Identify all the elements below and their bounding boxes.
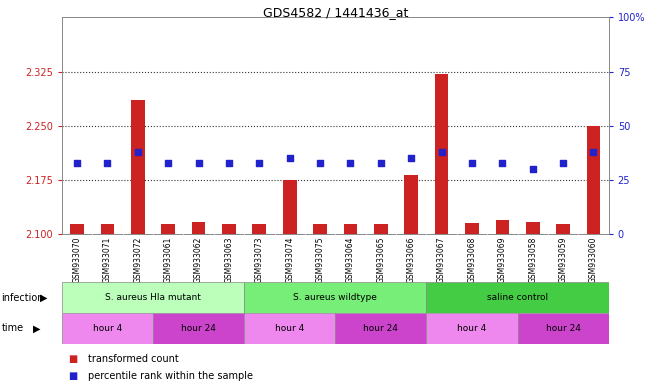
Text: time: time [1,323,23,333]
Text: ■: ■ [68,371,77,381]
Bar [283,180,297,234]
Bar [70,224,84,234]
Point [467,160,477,166]
Point [315,160,326,166]
Text: transformed count: transformed count [88,354,178,364]
Text: GSM933063: GSM933063 [225,237,234,283]
Bar [495,220,509,234]
Text: GSM933059: GSM933059 [559,237,568,283]
Point [102,160,113,166]
Text: GSM933062: GSM933062 [194,237,203,283]
Text: GSM933073: GSM933073 [255,237,264,283]
Point [224,160,234,166]
Bar [131,101,145,234]
Text: S. aureus Hla mutant: S. aureus Hla mutant [105,293,201,302]
Point [376,160,386,166]
Bar [62,282,244,313]
Bar [153,313,244,344]
Bar [222,224,236,234]
Text: ▶: ▶ [33,323,40,333]
Text: GSM933066: GSM933066 [407,237,416,283]
Text: ■: ■ [68,354,77,364]
Bar [518,313,609,344]
Text: GSM933069: GSM933069 [498,237,507,283]
Text: GSM933065: GSM933065 [376,237,385,283]
Bar [587,126,600,234]
Bar [404,175,418,234]
Bar [426,313,518,344]
Point [72,160,82,166]
Point [406,155,417,161]
Text: S. aureus wildtype: S. aureus wildtype [294,293,377,302]
Text: GSM933058: GSM933058 [528,237,537,283]
Text: hour 24: hour 24 [546,324,581,333]
Bar [426,282,609,313]
Bar [335,313,426,344]
Point [193,160,204,166]
Point [163,160,173,166]
Bar [374,224,388,234]
Point [284,155,295,161]
Text: GSM933068: GSM933068 [467,237,477,283]
Bar [100,224,115,234]
Point [497,160,508,166]
Text: GSM933061: GSM933061 [163,237,173,283]
Text: GDS4582 / 1441436_at: GDS4582 / 1441436_at [262,6,408,19]
Bar [435,74,449,234]
Bar [344,224,357,234]
Text: GSM933072: GSM933072 [133,237,143,283]
Bar [253,224,266,234]
Bar [244,313,335,344]
Text: ▶: ▶ [40,293,48,303]
Point [254,160,264,166]
Text: GSM933070: GSM933070 [72,237,81,283]
Text: percentile rank within the sample: percentile rank within the sample [88,371,253,381]
Bar [465,223,478,234]
Bar [556,224,570,234]
Point [133,149,143,155]
Text: hour 4: hour 4 [458,324,486,333]
Point [589,149,599,155]
Text: hour 24: hour 24 [181,324,216,333]
Text: hour 24: hour 24 [363,324,398,333]
Point [436,149,447,155]
Text: saline control: saline control [487,293,548,302]
Point [345,160,355,166]
Point [558,160,568,166]
Text: GSM933071: GSM933071 [103,237,112,283]
Text: GSM933060: GSM933060 [589,237,598,283]
Text: GSM933074: GSM933074 [285,237,294,283]
Text: GSM933067: GSM933067 [437,237,446,283]
Bar [161,224,175,234]
Point [527,166,538,172]
Bar [191,222,205,234]
Text: hour 4: hour 4 [275,324,304,333]
Text: infection: infection [1,293,44,303]
Bar [526,222,540,234]
Bar [62,313,153,344]
Bar [244,282,426,313]
Bar [313,224,327,234]
Text: GSM933075: GSM933075 [316,237,325,283]
Text: hour 4: hour 4 [93,324,122,333]
Text: GSM933064: GSM933064 [346,237,355,283]
